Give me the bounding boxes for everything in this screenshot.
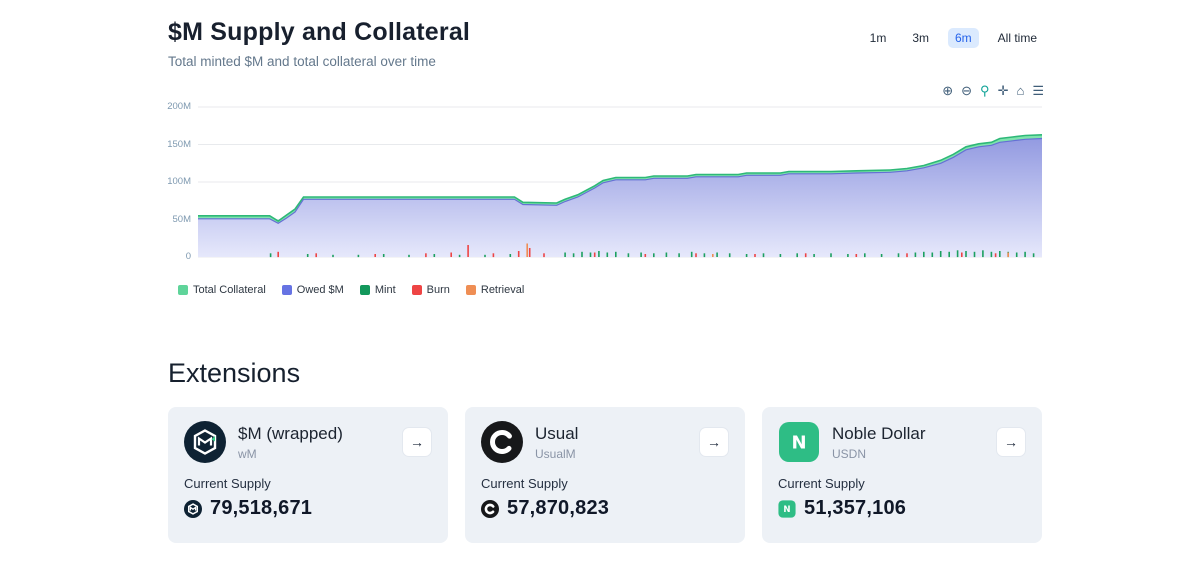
box-zoom-icon[interactable]: ⚲ [980,83,990,98]
zoom-in-icon[interactable]: ⊕ [942,83,954,98]
supply-chart-svg[interactable] [198,102,1042,262]
supply-label: Current Supply [184,476,271,491]
time-range-3m[interactable]: 3m [912,31,929,45]
supply-label: Current Supply [481,476,568,491]
supply-value: 57,870,823 [507,497,610,519]
card-title: $M (wrapped) [238,423,343,443]
time-range-6m[interactable]: 6m [947,28,979,48]
card-titles: $M (wrapped) wM [238,424,390,461]
y-tick-50m: 50M [172,214,191,225]
chart-plot-area[interactable] [198,102,1042,262]
supply-value: 51,357,106 [804,497,907,519]
legend-label: Mint [374,284,396,296]
usdn-token-small-icon: N [778,499,796,518]
extensions-heading: Extensions [168,358,301,388]
time-range-all[interactable]: All time [997,31,1037,45]
extension-card-usual: Usual UsualM → Current Supply [465,407,745,543]
chart-title-block: $M Supply and Collateral Total minted $M… [168,18,470,69]
extension-card-noble-dollar: N Noble Dollar USDN → Current Supply [762,407,1042,543]
pan-icon[interactable]: ✛ [997,83,1009,98]
chart-header: $M Supply and Collateral Total minted $M… [168,18,1044,69]
chart-toolbar: ⊕ ⊖ ⚲ ✛ ⌂ ☰ [168,83,1044,98]
extensions-section: Extensions $M (wrapped) wM [168,358,1044,543]
svg-text:N: N [783,505,790,515]
time-range-1m[interactable]: 1m [869,31,887,45]
arrow-right-icon: → [1004,434,1018,450]
legend-item-retrieval[interactable]: Retrieval [465,284,525,296]
y-tick-150m: 150M [167,139,191,150]
extension-card-wm: $M (wrapped) wM → Current Supply [168,407,448,543]
supply-row: N 51,357,106 [778,497,1026,520]
supply-chart: 200M 150M 100M 50M 0 [167,101,1044,262]
legend-item-total-collateral[interactable]: Total Collateral [178,284,266,296]
time-range-selector: 1m 3m 6m All time [863,28,1044,48]
y-tick-0: 0 [185,251,191,262]
legend-label: Total Collateral [193,284,266,296]
usualm-token-icon [481,421,523,463]
chart-subtitle: Total minted $M and total collateral ove… [168,54,436,69]
extensions-cards: $M (wrapped) wM → Current Supply [168,407,1044,543]
card-symbol: USDN [832,446,867,461]
card-top-row: N Noble Dollar USDN → [778,421,1026,463]
card-title: Usual [535,423,579,443]
wm-token-small-icon [184,499,202,518]
legend-label: Burn [426,284,450,296]
owed-m-swatch-icon [281,285,292,295]
card-open-button[interactable]: → [996,427,1026,457]
card-open-button[interactable]: → [402,427,432,457]
card-top-row: Usual UsualM → [481,421,729,463]
retrieval-swatch-icon [465,285,476,295]
card-title: Noble Dollar [832,423,926,443]
legend-item-burn[interactable]: Burn [411,284,450,296]
legend-label: Owed $M [296,284,344,296]
arrow-right-icon: → [410,434,424,450]
y-tick-200m: 200M [167,101,191,112]
card-symbol: wM [238,446,257,461]
dashboard-page: $M Supply and Collateral Total minted $M… [167,18,1044,543]
card-open-button[interactable]: → [699,427,729,457]
y-tick-100m: 100M [167,176,191,187]
legend-item-owed-m[interactable]: Owed $M [281,284,344,296]
usdn-token-icon: N [778,421,820,463]
y-axis: 200M 150M 100M 50M 0 [167,101,198,262]
card-top-row: $M (wrapped) wM → [184,421,432,463]
chart-legend: Total Collateral Owed $M Mint Burn Retri… [178,284,1044,296]
arrow-right-icon: → [707,434,721,450]
supply-row: 57,870,823 [481,497,729,520]
zoom-out-icon[interactable]: ⊖ [961,83,973,98]
home-reset-icon[interactable]: ⌂ [1016,83,1025,98]
card-titles: Noble Dollar USDN [832,424,984,461]
burn-swatch-icon [411,285,422,295]
menu-icon[interactable]: ☰ [1032,83,1044,98]
supply-row: 79,518,671 [184,497,432,520]
card-symbol: UsualM [535,446,576,461]
supply-label: Current Supply [778,476,865,491]
page-title: $M Supply and Collateral [168,18,471,46]
total-collateral-swatch-icon [178,285,188,295]
usualm-token-small-icon [481,499,499,518]
legend-label: Retrieval [480,284,525,296]
svg-text:N: N [791,433,806,454]
supply-value: 79,518,671 [210,497,313,519]
wm-token-icon [184,421,226,463]
legend-item-mint[interactable]: Mint [359,284,396,296]
card-titles: Usual UsualM [535,424,687,461]
mint-swatch-icon [359,285,370,295]
